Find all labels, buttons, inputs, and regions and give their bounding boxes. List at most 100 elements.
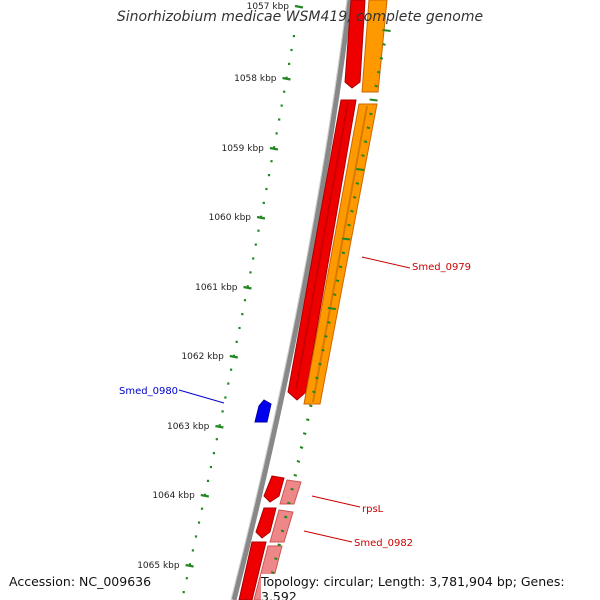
- ruler-dot: [188, 563, 191, 566]
- ruler-dot: [221, 410, 224, 413]
- ruler-dot: [273, 146, 276, 149]
- ruler-track: [182, 35, 295, 594]
- feature-ruler-ticks: [267, 29, 391, 588]
- ruler-dot: [194, 535, 198, 538]
- ruler-dot: [267, 174, 271, 177]
- feature-ruler-tick: [308, 404, 313, 408]
- gene-block[interactable]: [361, 0, 388, 93]
- ruler-dot: [243, 299, 247, 302]
- ruler-dot: [191, 549, 194, 552]
- ruler-dot: [182, 591, 185, 594]
- gene-label-smed-0982[interactable]: Smed_0982: [354, 538, 413, 549]
- cds-block-smed-0982[interactable]: [255, 507, 277, 539]
- gene-label-smed-0979[interactable]: Smed_0979: [412, 262, 471, 273]
- ruler-ticks: [185, 4, 304, 568]
- gene-label-smed-0980[interactable]: Smed_0980: [119, 386, 178, 397]
- feature-ruler-tick: [302, 432, 307, 436]
- ruler-tick: [229, 354, 239, 359]
- feature-ruler-tick: [283, 515, 288, 519]
- feature-ruler-tick: [382, 29, 391, 32]
- leader-line-rpsl: [311, 495, 361, 508]
- ruler-dot: [280, 104, 283, 107]
- feature-ruler-tick: [335, 279, 340, 283]
- ruler-dot: [288, 62, 291, 65]
- cds-block-rpsl[interactable]: [263, 475, 285, 503]
- ruler-dot: [230, 368, 233, 371]
- feature-ruler-tick: [270, 571, 275, 575]
- ruler-label: 1062 kbp: [181, 352, 224, 362]
- ruler-label: 1057 kbp: [247, 2, 290, 12]
- feature-track: [238, 0, 388, 600]
- feature-ruler-tick: [369, 98, 378, 102]
- feature-ruler-tick: [355, 181, 360, 185]
- feature-ruler-tick: [350, 209, 354, 213]
- feature-ruler-tick: [363, 140, 368, 144]
- feature-ruler-tick: [299, 446, 304, 449]
- ruler-dot: [257, 229, 260, 232]
- feature-ruler-tick: [321, 348, 325, 352]
- feature-ruler-tick: [347, 223, 351, 227]
- feature-ruler-tick: [324, 334, 328, 338]
- feature-ruler-tick: [374, 84, 379, 88]
- ruler-dot: [206, 479, 210, 482]
- ruler-dot: [283, 90, 286, 93]
- ruler-dot: [185, 577, 188, 580]
- feature-ruler-tick: [327, 307, 336, 310]
- ruler-dot: [218, 424, 221, 427]
- feature-ruler-tick: [280, 529, 285, 533]
- gene-block-smed-0982[interactable]: [269, 509, 294, 543]
- ruler-label: 1061 kbp: [195, 283, 238, 293]
- ruler-dot: [249, 271, 252, 274]
- ruler-tick: [215, 424, 224, 429]
- ruler-dot: [275, 132, 278, 135]
- ruler-dot: [252, 257, 255, 260]
- ruler-dot: [262, 201, 265, 204]
- ruler-tick: [294, 4, 304, 9]
- feature-ruler-tick: [287, 501, 291, 505]
- leader-line-smed-0980: [178, 389, 225, 404]
- ruler-tick: [200, 493, 210, 498]
- feature-ruler-tick: [376, 70, 381, 74]
- ruler-tick: [185, 563, 194, 568]
- ruler-dot: [292, 35, 295, 38]
- feature-ruler-tick: [274, 557, 278, 561]
- ruler-dot: [197, 521, 201, 524]
- accession-text: Accession: NC_009636: [9, 574, 152, 589]
- genome-backbone-highlight: [230, 0, 348, 600]
- ruler-dot: [278, 118, 281, 121]
- feature-ruler-tick: [305, 418, 310, 422]
- feature-ruler-tick: [361, 154, 365, 158]
- leader-line-smed-0979: [361, 256, 411, 269]
- ruler-label: 1063 kbp: [167, 422, 210, 432]
- ruler-dot: [209, 465, 212, 469]
- feature-ruler-tick: [366, 126, 371, 130]
- cds-block[interactable]: [238, 541, 267, 600]
- ruler-tick: [282, 76, 291, 81]
- ruler-dot: [241, 313, 244, 316]
- leader-line-smed-0982: [303, 530, 353, 543]
- feature-ruler-tick: [338, 265, 343, 269]
- feature-ruler-tick: [356, 168, 365, 171]
- feature-ruler-tick: [277, 543, 282, 547]
- feature-ruler-tick: [296, 459, 301, 463]
- topology-text: Topology: circular; Length: 3,781,904 bp…: [261, 574, 600, 600]
- gene-label-rpsl[interactable]: rpsL: [362, 504, 384, 515]
- cds-block-smed-0980[interactable]: [254, 399, 272, 423]
- ruler-dot: [246, 285, 249, 288]
- ruler-dot: [215, 438, 218, 441]
- ruler-dot: [235, 340, 238, 343]
- ruler-tick: [269, 146, 279, 151]
- ruler-label: 1059 kbp: [221, 144, 264, 154]
- cds-block[interactable]: [344, 0, 366, 89]
- feature-ruler-tick: [382, 42, 386, 46]
- gene-block-shading: [312, 105, 368, 403]
- genome-backbone: [231, 0, 353, 600]
- gene-block-rpsl[interactable]: [279, 479, 302, 505]
- ruler-label: 1058 kbp: [234, 74, 277, 84]
- ruler-dot: [290, 48, 293, 52]
- ruler-label: 1064 kbp: [152, 491, 195, 501]
- ruler-tick: [243, 285, 252, 290]
- feature-ruler-tick: [369, 112, 373, 116]
